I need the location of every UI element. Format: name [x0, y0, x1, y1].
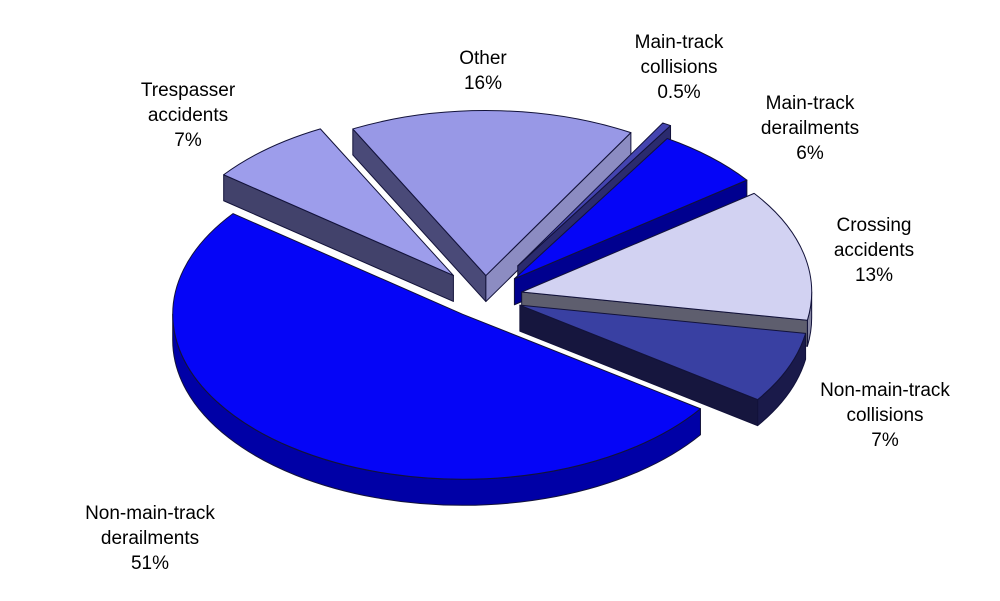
slice-top-face — [172, 213, 701, 480]
slice-label-line: derailments — [760, 118, 860, 139]
slice-top-face — [519, 304, 807, 401]
slice-label-line: collisions — [640, 57, 718, 78]
slice-label-line: collisions — [846, 405, 924, 426]
slice-label-line: Main-track — [765, 93, 855, 114]
slice-top-face — [521, 192, 813, 321]
slice-label-line: accidents — [147, 105, 229, 126]
slice-label-line: 51% — [130, 553, 170, 574]
slice-label-line: accidents — [833, 240, 915, 261]
slice-label-line: Non-main-track — [85, 503, 215, 524]
slice-label-line: Other — [459, 48, 507, 69]
slice-label-trespasser-accidents: Trespasser accidents 7% — [141, 78, 235, 153]
pie-slice-non-main-track-derailments — [172, 213, 701, 506]
slice-label-line: Crossing — [836, 215, 912, 236]
slice-label-line: 0.5% — [657, 82, 701, 103]
slice-label-line: Non-main-track — [820, 380, 950, 401]
slice-label-line: derailments — [100, 528, 200, 549]
slice-label-line: Main-track — [634, 32, 724, 53]
slice-label-crossing-accidents: Crossing accidents 13% — [834, 213, 914, 288]
slice-label-line: 7% — [871, 430, 899, 451]
slice-label-line: 13% — [854, 265, 894, 286]
slice-label-main-track-derailments: Main-track derailments 6% — [761, 91, 859, 166]
slice-label-non-main-track-derailments: Non-main-track derailments 51% — [85, 501, 215, 576]
pie-slice-trespasser-accidents — [223, 128, 454, 302]
slice-top-face — [352, 110, 632, 277]
slice-top-face — [223, 128, 454, 276]
slice-label-non-main-track-collisions: Non-main-track collisions 7% — [820, 378, 950, 453]
slice-label-line: 7% — [174, 130, 202, 151]
slice-label-line: 6% — [796, 143, 824, 164]
slice-top-face — [513, 138, 748, 280]
pie-slice-non-main-track-collisions — [519, 304, 807, 427]
pie-slice-other — [352, 110, 632, 303]
slice-label-line: 16% — [463, 73, 503, 94]
slice-label-other: Other 16% — [459, 46, 507, 96]
slice-top-face — [517, 122, 672, 267]
slice-label-line: Trespasser — [140, 80, 236, 101]
slice-label-main-track-collisions: Main-track collisions 0.5% — [635, 30, 724, 105]
